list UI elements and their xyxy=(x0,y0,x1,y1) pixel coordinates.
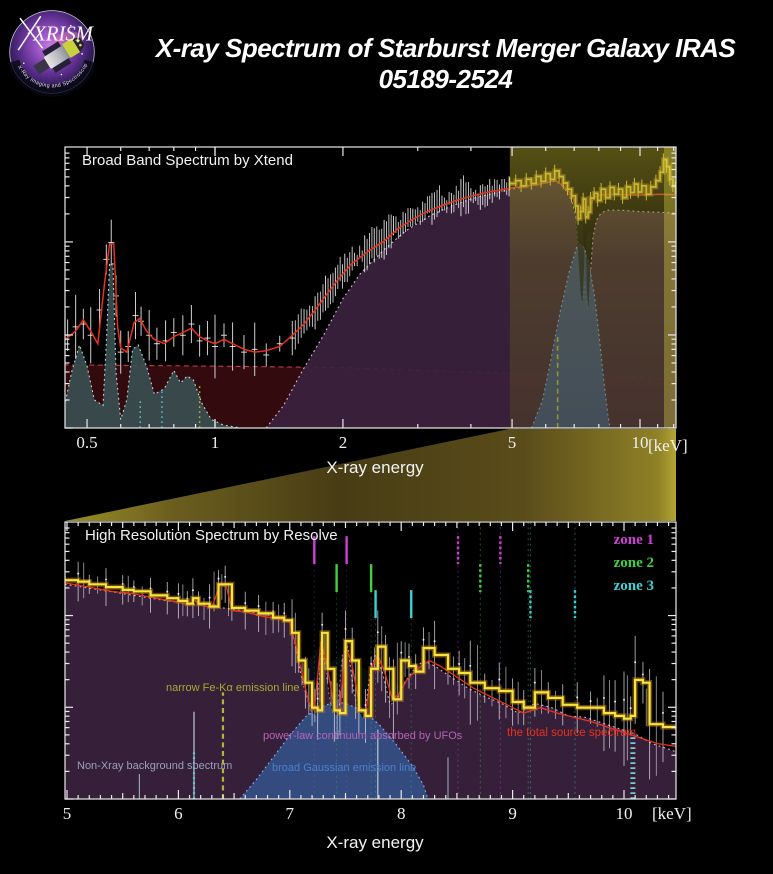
zone-markers-1 xyxy=(313,522,502,799)
legend-zone-1: zone 1 xyxy=(613,532,654,548)
svg-text:5: 5 xyxy=(508,433,517,452)
series-broad-gaussian-emission xyxy=(239,701,429,799)
highlight-band xyxy=(509,147,676,428)
svg-text:2: 2 xyxy=(339,433,348,452)
svg-text:6: 6 xyxy=(174,804,183,823)
annotation-total-source: the total source spectrum xyxy=(507,727,637,739)
series-non-xray-background xyxy=(65,263,241,428)
svg-text:7: 7 xyxy=(286,804,295,823)
logo-x-mark xyxy=(17,15,44,51)
resolve-chart xyxy=(65,522,676,799)
xtend-plot-title: Broad Band Spectrum by Xtend xyxy=(82,152,293,169)
annotation-powerlaw-ufo: power-law continuum absorbed by UFOs xyxy=(263,730,463,742)
xtend-unit-label: [keV] xyxy=(648,436,688,455)
xtend-xaxis-label: X-ray energy xyxy=(326,458,424,477)
svg-text:1: 1 xyxy=(211,433,220,452)
svg-text:9: 9 xyxy=(508,804,517,823)
resolve-axes xyxy=(64,521,677,800)
annotation-broad-gaussian: broad Gaussian emission line xyxy=(272,762,417,774)
satellite-illustration xyxy=(33,37,85,75)
legend-zone-2: zone 2 xyxy=(613,555,654,571)
annotation-fe-ka-line: narrow Fe-Kα emission line xyxy=(166,682,300,694)
xrism-logo: XRISM X-Ray Imaging and Spectroscopy Mis… xyxy=(5,5,99,99)
xrism-logo-svg: XRISM X-Ray Imaging and Spectroscopy Mis… xyxy=(5,5,99,98)
zone-markers-3 xyxy=(374,522,577,799)
resolve-unit-label: [keV] xyxy=(652,804,692,823)
xtend-tick-labels: 0.5 1 2 5 10 xyxy=(76,433,648,452)
series-total-source-spectrum xyxy=(65,582,676,747)
zoom-funnel xyxy=(65,429,676,521)
annotation-nxb: Non-Xray background spectrum xyxy=(77,760,233,772)
logo-wordmark: XRISM xyxy=(32,24,94,46)
xtend-chart xyxy=(65,147,676,428)
series-data-low-energy xyxy=(65,175,510,379)
xtend-axes xyxy=(64,146,677,429)
svg-text:10: 10 xyxy=(616,804,633,823)
svg-text:5: 5 xyxy=(63,804,72,823)
resolve-plot-title: High Resolution Spectrum by Resolve xyxy=(85,527,338,544)
page-title: X-ray Spectrum of Starburst Merger Galax… xyxy=(155,33,736,94)
legend-zone-3: zone 3 xyxy=(613,578,654,594)
svg-text:10: 10 xyxy=(632,433,649,452)
series-observed-spectrum xyxy=(65,577,676,730)
logo-badge: XRISM X-Ray Imaging and Spectroscopy Mis… xyxy=(5,5,99,98)
resolve-xaxis-label: X-ray energy xyxy=(326,833,424,852)
resolve-tick-labels: 5 6 7 8 9 10 xyxy=(63,804,633,823)
zone-legend: zone 1 zone 2 zone 3 xyxy=(594,529,654,598)
svg-text:0.5: 0.5 xyxy=(76,433,97,452)
svg-text:8: 8 xyxy=(397,804,406,823)
